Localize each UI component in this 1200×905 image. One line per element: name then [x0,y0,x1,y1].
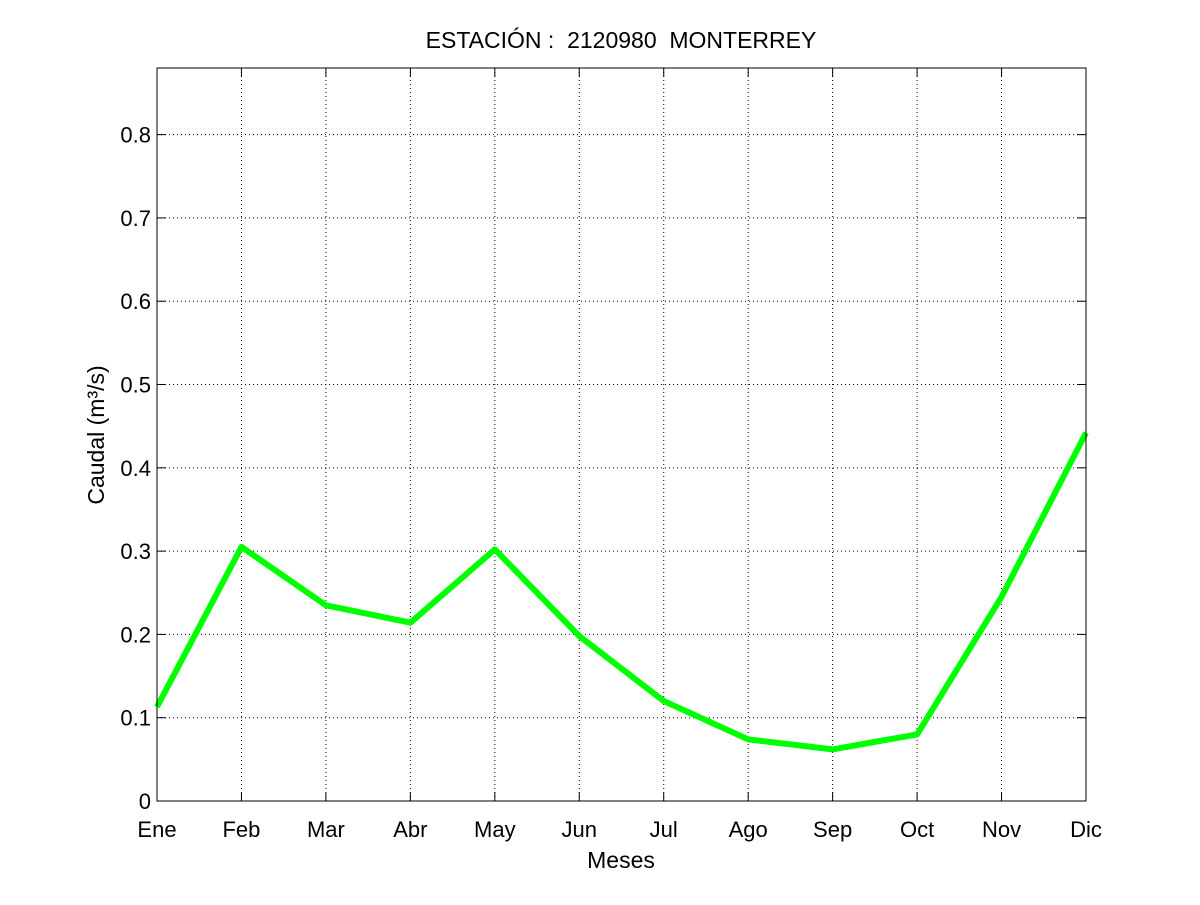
chart-title: ESTACIÓN : 2120980 MONTERREY [426,27,817,53]
y-axis-label: Caudal (m³/s) [83,365,109,504]
y-tick-label: 0.7 [120,206,151,231]
y-tick-label: 0.5 [120,373,151,398]
x-tick-label: May [474,817,516,842]
x-tick-label: Ago [729,817,768,842]
x-tick-label: Nov [982,817,1021,842]
x-axis-label: Meses [587,847,655,873]
grid [157,68,1086,801]
x-tick-label: Jun [562,817,597,842]
y-tick-label: 0.4 [120,456,151,481]
x-tick-label: Abr [393,817,427,842]
y-tick-label: 0.3 [120,539,151,564]
series-layer [154,431,1089,753]
x-tick-label: Dic [1070,817,1102,842]
series-line [154,431,1089,753]
x-tick-label: Sep [813,817,852,842]
plot-frame [156,67,1087,802]
y-tick-label: 0.6 [120,289,151,314]
ticks [156,68,1087,802]
y-tick-label: 0 [139,789,151,814]
x-tick-label: Mar [307,817,345,842]
y-tick-label: 0.1 [120,706,151,731]
plot-area [157,68,1086,801]
y-tick-label: 0.2 [120,622,151,647]
y-tick-label: 0.8 [120,123,151,148]
x-tick-label: Jul [650,817,678,842]
x-tick-label: Oct [900,817,934,842]
tick-labels: Ene Feb Mar Abr May Jun Jul Ago Sep Oct Nov Dic 0 0.1… [120,123,1101,842]
x-tick-label: Feb [222,817,260,842]
x-tick-label: Ene [137,817,176,842]
